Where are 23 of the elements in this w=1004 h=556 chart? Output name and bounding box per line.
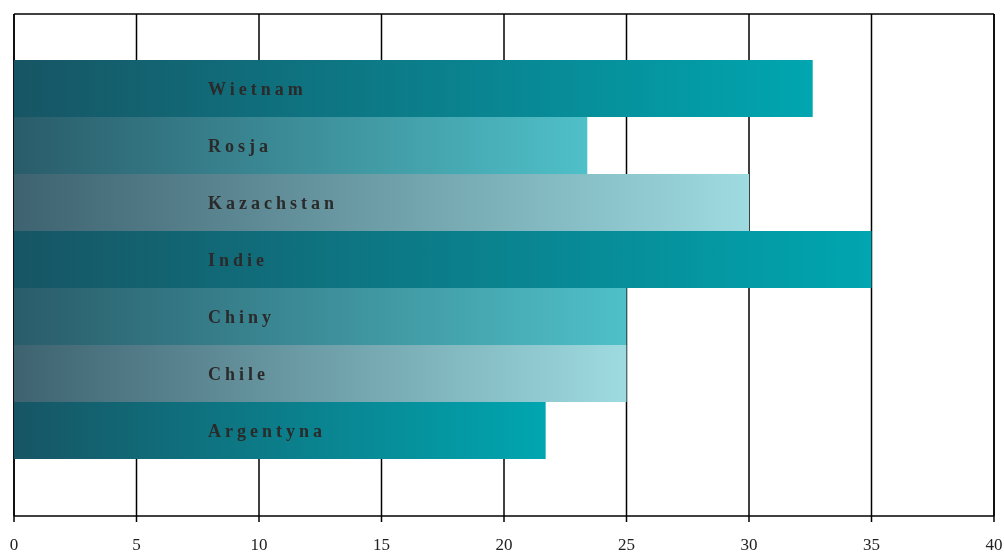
- y-tick-label: Wietnam: [208, 78, 307, 99]
- y-tick-label: Chiny: [208, 306, 276, 327]
- bar: [14, 60, 813, 117]
- bar: [14, 174, 749, 231]
- x-tick-label: 5: [132, 535, 141, 554]
- y-tick-label: Indie: [208, 249, 269, 270]
- y-tick-label: Kazachstan: [208, 192, 338, 213]
- bar: [14, 345, 627, 402]
- y-tick-label: Rosja: [208, 135, 272, 156]
- y-tick-label: Argentyna: [208, 420, 326, 441]
- x-tick-label: 10: [250, 535, 268, 554]
- bar: [14, 288, 627, 345]
- x-tick-label: 20: [495, 535, 513, 554]
- bar: [14, 231, 872, 288]
- bar: [14, 117, 588, 174]
- x-tick-label: 25: [618, 535, 635, 554]
- x-tick-label: 40: [985, 535, 1003, 554]
- x-tick-label: 15: [373, 535, 390, 554]
- x-tick-label: 30: [740, 535, 758, 554]
- x-tick-label: 35: [863, 535, 880, 554]
- y-tick-label: Chile: [208, 363, 270, 384]
- bar: [14, 402, 546, 459]
- x-tick-label: 0: [9, 535, 19, 554]
